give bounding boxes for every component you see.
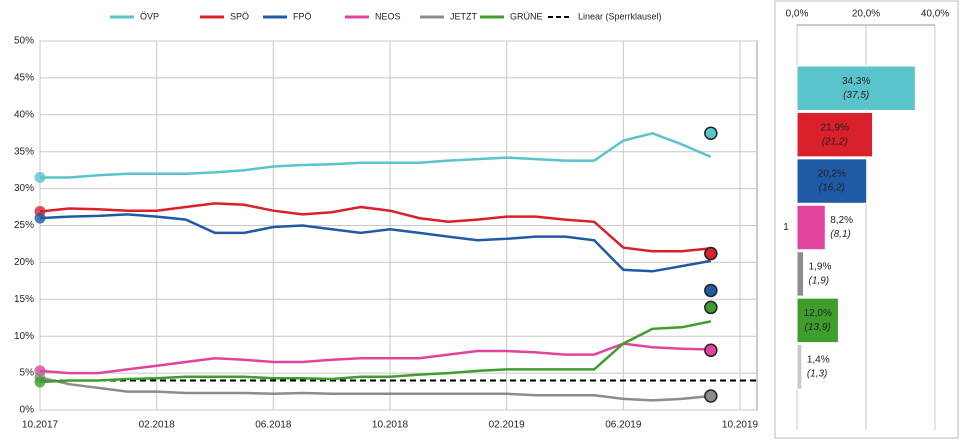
bar (796, 158, 868, 204)
result-marker (704, 389, 718, 403)
legend-label: Linear (Sperrklausel) (578, 11, 662, 21)
y-tick-label: 30% (14, 183, 34, 194)
x-tick-label: 02.2018 (139, 420, 176, 431)
y-tick-label: 50% (14, 36, 34, 47)
y-tick-label: 45% (14, 73, 34, 84)
start-marker (34, 212, 46, 224)
x-tick-label: 06.2018 (255, 420, 292, 431)
legend-label: JETZT (450, 11, 477, 21)
result-marker (704, 343, 718, 357)
right-panel-border (774, 0, 959, 439)
bar (796, 344, 803, 390)
result-marker (704, 300, 718, 315)
result-label: (21,2) (822, 136, 848, 147)
series-line (39, 342, 711, 375)
result-label: (8,1) (830, 229, 851, 240)
legend-label: ÖVP (140, 11, 159, 21)
category-label: 1 (783, 222, 789, 233)
series-line (39, 202, 711, 253)
legend-label: NEOS (375, 11, 401, 21)
bar (796, 204, 826, 251)
legend-label: GRÜNE (510, 11, 543, 21)
y-tick-label: 15% (14, 294, 34, 305)
y-tick-label: 25% (14, 220, 34, 231)
series-line (39, 320, 712, 384)
value-label: 34,3% (842, 76, 870, 87)
x-tick-label: 20,0% (852, 9, 880, 20)
result-label: (13,9) (805, 322, 831, 333)
bar (796, 251, 805, 297)
start-marker (34, 376, 46, 388)
value-label: 1,4% (807, 354, 830, 365)
result-marker (704, 246, 718, 261)
result-label: (37,5) (843, 90, 869, 101)
x-tick-label: 06.2019 (605, 420, 642, 431)
value-label: 20,2% (818, 169, 846, 180)
bar (796, 297, 839, 344)
y-tick-label: 40% (14, 109, 34, 120)
value-label: 1,9% (809, 262, 832, 273)
result-marker (704, 283, 718, 298)
legend-label: FPÖ (293, 11, 312, 21)
bar (796, 65, 916, 111)
result-label: (1,3) (807, 368, 828, 379)
start-marker (34, 172, 46, 184)
y-tick-label: 5% (20, 368, 35, 379)
value-label: 8,2% (830, 215, 853, 226)
result-label: (16,2) (819, 183, 845, 194)
result-label: (1,9) (809, 276, 830, 287)
series-line (39, 213, 712, 273)
value-label: 12,0% (804, 308, 832, 319)
bar (796, 111, 874, 158)
x-tick-label: 10.2018 (372, 420, 409, 431)
x-tick-label: 40,0% (921, 9, 949, 20)
result-marker (704, 126, 718, 140)
y-tick-label: 20% (14, 257, 34, 268)
y-tick-label: 10% (14, 331, 34, 342)
value-label: 21,9% (821, 122, 849, 133)
x-tick-label: 02.2019 (489, 420, 526, 431)
series-line (40, 131, 712, 179)
x-tick-label: 10.2019 (722, 420, 759, 431)
legend-label: SPÖ (230, 11, 249, 21)
y-tick-label: 0% (20, 405, 35, 416)
y-tick-label: 35% (14, 146, 34, 157)
x-tick-label: 0,0% (786, 9, 809, 20)
series-line (39, 376, 711, 402)
x-tick-label: 10.2017 (22, 420, 59, 431)
